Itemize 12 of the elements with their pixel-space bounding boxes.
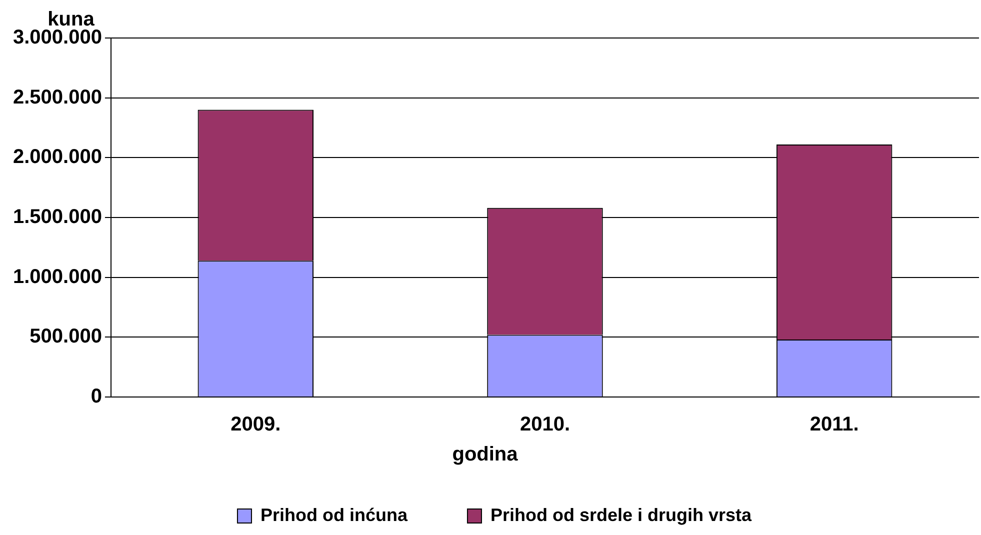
y-tick-label: 0 xyxy=(90,386,102,408)
y-tick-label: 1.500.000 xyxy=(12,206,102,228)
x-axis-title: godina xyxy=(452,444,519,466)
y-tick-label: 2.000.000 xyxy=(12,146,102,168)
legend-label: Prihod od srdele i drugih vrsta xyxy=(490,504,753,525)
y-tick-label: 1.000.000 xyxy=(12,266,102,288)
x-tick-label: 2011. xyxy=(810,414,859,436)
x-tick-label: 2010. xyxy=(520,414,570,436)
legend-label: Prihod od inćuna xyxy=(260,504,408,525)
y-tick-label: 500.000 xyxy=(30,326,102,348)
x-tick-label: 2009. xyxy=(230,414,281,436)
y-tick-label: 2.500.000 xyxy=(12,86,102,108)
